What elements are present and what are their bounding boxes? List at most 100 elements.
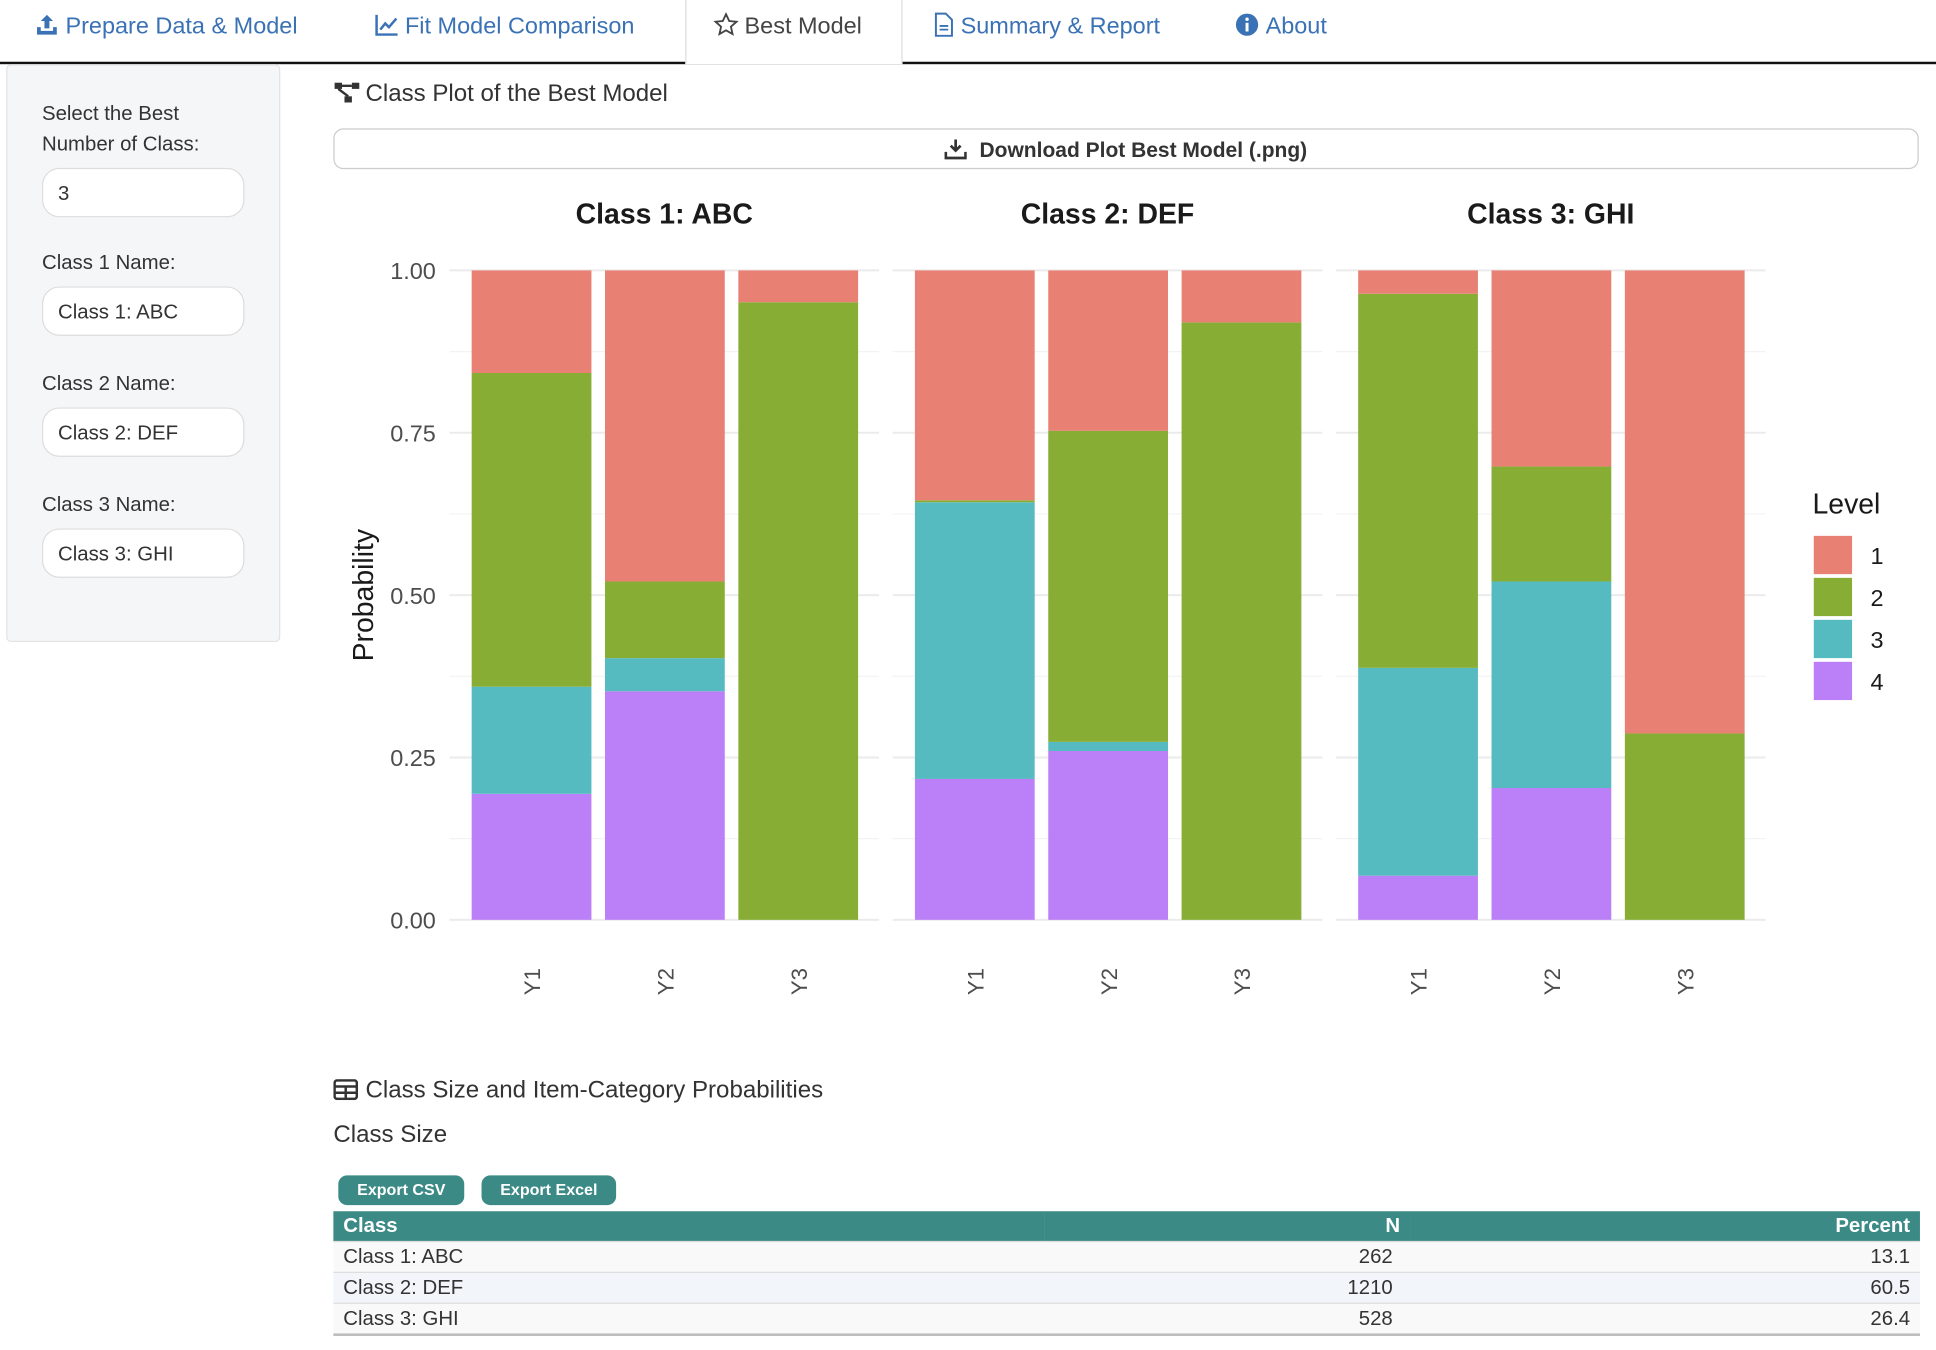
facet-strip-label: Class 3: GHI bbox=[1467, 198, 1634, 230]
tab-label: About bbox=[1265, 13, 1327, 40]
export-csv-button[interactable]: Export CSV bbox=[338, 1175, 465, 1206]
class1-name-input[interactable]: Class 1: ABC bbox=[41, 286, 245, 336]
bar-segment-level-4 bbox=[1048, 750, 1169, 920]
export-excel-button[interactable]: Export Excel bbox=[481, 1175, 617, 1206]
y-tick-label: 0.50 bbox=[390, 583, 436, 609]
bar-segment-level-2 bbox=[1358, 293, 1478, 668]
bar-segment-level-4 bbox=[1358, 875, 1478, 920]
class3-name-input[interactable]: Class 3: GHI bbox=[41, 528, 245, 578]
legend-key-1 bbox=[1813, 535, 1853, 575]
bar-segment-level-2 bbox=[1181, 322, 1302, 920]
legend-title: Level bbox=[1813, 489, 1881, 521]
column-header-class[interactable]: Class bbox=[333, 1211, 1045, 1242]
file-icon bbox=[934, 12, 953, 37]
bar-segment-level-3 bbox=[1491, 581, 1612, 789]
legend-label: 4 bbox=[1871, 669, 1884, 695]
download-icon bbox=[944, 139, 968, 160]
cell-percent: 13.1 bbox=[1410, 1240, 1920, 1273]
cell-percent: 26.4 bbox=[1410, 1302, 1920, 1336]
bar-segment-level-3 bbox=[471, 686, 592, 794]
cell-n: 262 bbox=[1044, 1240, 1411, 1273]
column-header-percent[interactable]: Percent bbox=[1410, 1211, 1920, 1242]
table-icon bbox=[333, 1079, 359, 1101]
x-tick-label: Y3 bbox=[787, 968, 812, 995]
bar-segment-level-1 bbox=[1048, 270, 1169, 431]
num-class-label: Select the Best Number of Class: bbox=[41, 102, 200, 156]
facet-strip-label: Class 2: DEF bbox=[1021, 198, 1194, 230]
y-axis-label: Probability bbox=[348, 528, 380, 661]
tab-label: Prepare Data & Model bbox=[65, 13, 298, 40]
y-tick-label: 1.00 bbox=[390, 258, 436, 284]
tab-bar: Prepare Data & Model Fit Model Compariso… bbox=[0, 0, 1936, 65]
bar-segment-level-2 bbox=[471, 373, 592, 687]
bar-segment-level-1 bbox=[605, 270, 725, 582]
column-header-n[interactable]: N bbox=[1044, 1211, 1411, 1242]
tab-about[interactable]: About bbox=[1235, 0, 1327, 62]
bar-segment-level-4 bbox=[471, 793, 592, 920]
plot-section-title: Class Plot of the Best Model bbox=[333, 80, 668, 108]
bar-segment-level-2 bbox=[738, 302, 859, 920]
bar-segment-level-3 bbox=[1048, 741, 1169, 751]
table-row: Class 3: GHI 528 26.4 bbox=[333, 1302, 1920, 1336]
y-tick-label: 0.00 bbox=[390, 907, 436, 933]
class-size-heading: Class Size bbox=[333, 1121, 448, 1149]
bar-segment-level-2 bbox=[914, 500, 1035, 503]
facet-strip-label: Class 1: ABC bbox=[576, 198, 753, 230]
class2-name-input[interactable]: Class 2: DEF bbox=[41, 407, 245, 457]
x-tick-label: Y2 bbox=[1097, 968, 1122, 995]
sidebar-panel: Select the Best Number of Class: 3 Class… bbox=[6, 64, 281, 643]
legend-key-3 bbox=[1813, 619, 1853, 659]
tab-summary-report[interactable]: Summary & Report bbox=[932, 0, 1160, 62]
table-header-row: Class N Percent bbox=[333, 1211, 1920, 1242]
cell-n: 528 bbox=[1044, 1302, 1411, 1336]
bar-segment-level-2 bbox=[1624, 733, 1745, 920]
bar-segment-level-1 bbox=[1181, 270, 1302, 323]
bar-segment-level-4 bbox=[914, 778, 1035, 920]
tab-fit-model-comparison[interactable]: Fit Model Comparison bbox=[374, 0, 634, 62]
bar-segment-level-1 bbox=[738, 270, 859, 303]
bar-segment-level-1 bbox=[914, 270, 1035, 501]
legend-label: 1 bbox=[1871, 543, 1884, 569]
download-label: Download Plot Best Model (.png) bbox=[979, 138, 1308, 162]
class3-name-label: Class 3 Name: bbox=[41, 493, 176, 517]
tab-prepare-data[interactable]: Prepare Data & Model bbox=[35, 0, 298, 62]
cell-class: Class 3: GHI bbox=[333, 1302, 1045, 1336]
star-icon bbox=[713, 12, 739, 36]
sitemap-icon bbox=[334, 82, 360, 103]
x-tick-label: Y1 bbox=[520, 968, 545, 995]
bar-segment-level-2 bbox=[1048, 430, 1169, 742]
bar-segment-level-3 bbox=[1358, 667, 1478, 876]
cell-class: Class 2: DEF bbox=[333, 1271, 1045, 1304]
x-tick-label: Y1 bbox=[963, 968, 988, 995]
table-row: Class 1: ABC 262 13.1 bbox=[333, 1240, 1920, 1273]
tab-label: Summary & Report bbox=[960, 13, 1161, 40]
cell-percent: 60.5 bbox=[1410, 1271, 1920, 1304]
num-class-input[interactable]: 3 bbox=[41, 167, 245, 218]
class2-name-label: Class 2 Name: bbox=[41, 372, 176, 396]
x-tick-label: Y3 bbox=[1673, 968, 1698, 995]
cell-n: 1210 bbox=[1044, 1271, 1411, 1304]
x-tick-label: Y2 bbox=[1540, 968, 1565, 995]
upload-icon bbox=[37, 14, 57, 35]
table-row: Class 2: DEF 1210 60.5 bbox=[333, 1271, 1920, 1304]
bar-segment-level-4 bbox=[605, 691, 725, 920]
plot-title-text: Class Plot of the Best Model bbox=[365, 80, 668, 108]
bar-segment-level-3 bbox=[605, 658, 725, 692]
bar-segment-level-1 bbox=[1491, 270, 1612, 467]
y-tick-label: 0.25 bbox=[390, 745, 436, 771]
download-plot-button[interactable]: Download Plot Best Model (.png) bbox=[333, 128, 1919, 170]
bar-segment-level-2 bbox=[1491, 466, 1612, 582]
class-size-table: Class N Percent Class 1: ABC 262 13.1 Clas… bbox=[333, 1211, 1920, 1336]
legend-key-4 bbox=[1813, 661, 1853, 701]
tab-best-model[interactable]: Best Model bbox=[685, 0, 903, 65]
x-tick-label: Y1 bbox=[1407, 968, 1432, 995]
bar-segment-level-3 bbox=[914, 502, 1035, 779]
x-tick-label: Y3 bbox=[1230, 968, 1255, 995]
bar-segment-level-4 bbox=[1491, 788, 1612, 920]
bar-segment-level-2 bbox=[605, 581, 725, 659]
class1-name-label: Class 1 Name: bbox=[41, 251, 176, 275]
class-plot-chart: Class 1: ABC Y1 Y2 Y3 Class 2: DEF Y1 Y2 Y3 Clas… bbox=[348, 198, 1884, 995]
cell-class: Class 1: ABC bbox=[333, 1240, 1045, 1273]
table-section-title: Class Size and Item-Category Probabiliti… bbox=[333, 1077, 823, 1105]
tab-label: Best Model bbox=[744, 13, 862, 40]
